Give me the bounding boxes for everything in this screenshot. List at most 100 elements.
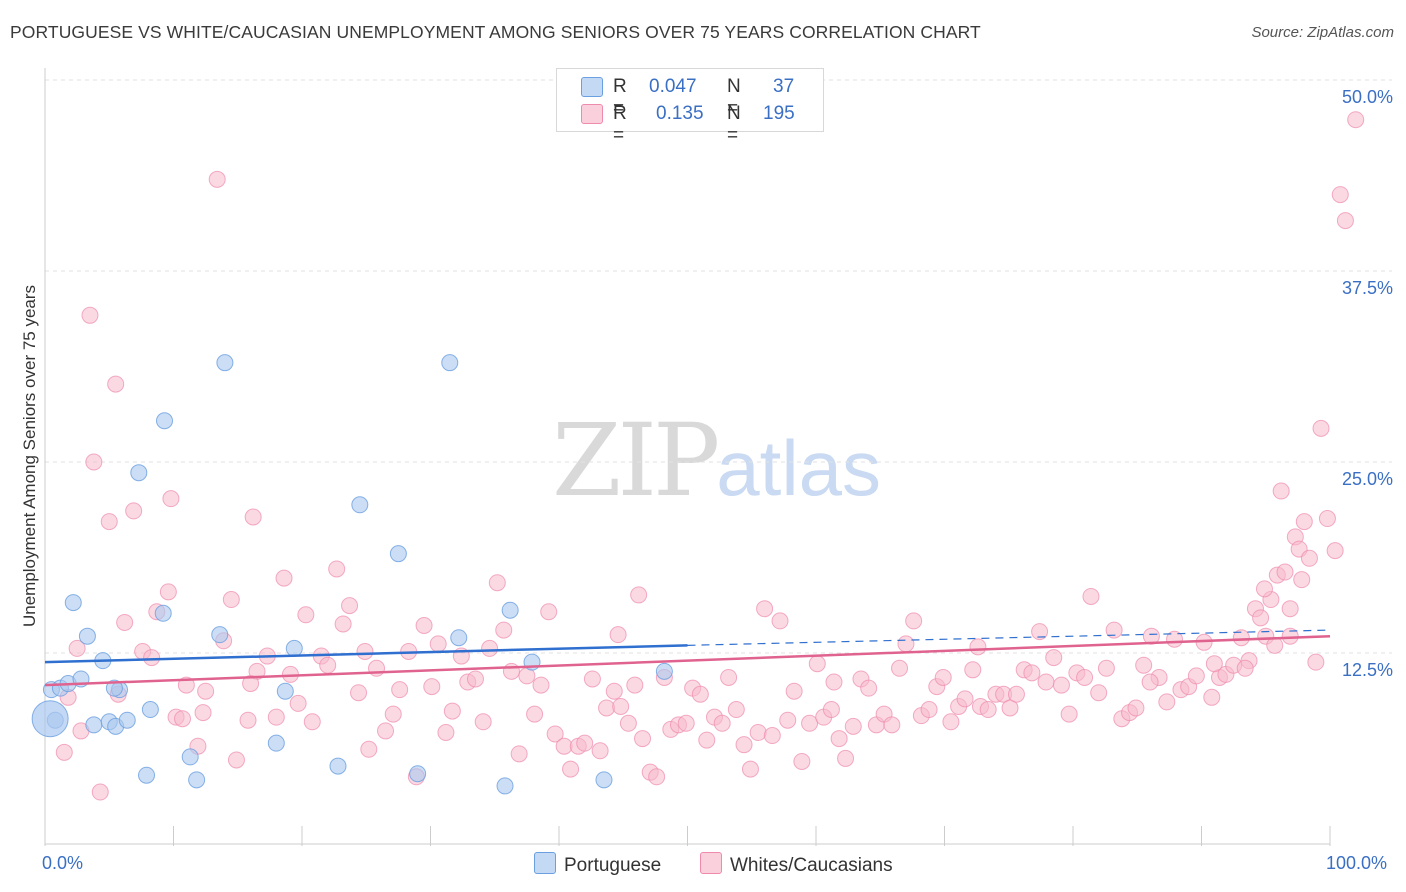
whites-point: [488, 574, 506, 592]
y-axis-label: Unemployment Among Seniors over 75 years: [20, 284, 39, 628]
y-tick-label: 25.0%: [1341, 469, 1393, 489]
whites-point: [583, 670, 601, 688]
legend-r-value: 0.135: [656, 103, 704, 124]
whites-point: [785, 682, 803, 700]
whites-point: [591, 742, 609, 760]
portuguese-point: [138, 766, 156, 784]
whites-point: [540, 603, 558, 621]
whites-point: [763, 727, 781, 745]
whites-point: [735, 736, 753, 754]
whites-point: [562, 760, 580, 778]
portuguese-point: [496, 777, 514, 795]
whites-point: [1090, 684, 1108, 702]
whites-point: [495, 621, 513, 639]
whites-point: [197, 682, 215, 700]
whites-point: [68, 639, 86, 657]
whites-point: [1293, 571, 1311, 589]
portuguese-point: [351, 496, 369, 514]
whites-point: [360, 740, 378, 758]
portuguese-point: [285, 639, 303, 657]
whites-point: [91, 783, 109, 801]
portuguese-point: [389, 545, 407, 563]
whites-point: [1037, 673, 1055, 691]
whites-point: [1252, 609, 1270, 627]
whites-point: [844, 717, 862, 735]
portuguese-trend-extension: [687, 629, 1331, 646]
whites-point: [808, 655, 826, 673]
watermark: ZIPatlas: [552, 402, 881, 519]
whites-point: [275, 569, 293, 587]
whites-point: [1045, 649, 1063, 667]
whites-point: [239, 711, 257, 729]
whites-point: [356, 642, 374, 660]
whites-point: [648, 768, 666, 786]
portuguese-point: [188, 771, 206, 789]
whites-point: [837, 749, 855, 767]
whites-point: [1097, 659, 1115, 677]
chart-title: PORTUGUESE VS WHITE/CAUCASIAN UNEMPLOYME…: [10, 22, 981, 42]
legend-r-value: 0.047: [649, 76, 697, 97]
whites-point: [143, 649, 161, 667]
whites-point: [423, 678, 441, 696]
whites-point: [576, 734, 594, 752]
whites-point: [227, 751, 245, 769]
whites-point: [626, 676, 644, 694]
whites-point: [429, 635, 447, 653]
legend-n-label: N =: [727, 103, 741, 146]
whites-point: [1266, 636, 1284, 654]
whites-point: [297, 606, 315, 624]
bottom-legend-label: Portuguese: [564, 855, 662, 876]
whites-point: [1187, 667, 1205, 685]
whites-point: [934, 668, 952, 686]
portuguese-point: [216, 354, 234, 372]
whites-point: [341, 597, 359, 615]
correlation-legend: R = 0.047 N = 37 R = 0.135 N = 195: [556, 68, 824, 146]
portuguese-point: [211, 626, 229, 644]
bottom-legend-portuguese: Portuguese: [534, 852, 661, 877]
whites-point: [1205, 655, 1223, 673]
whites-point: [510, 745, 528, 763]
whites-point: [466, 670, 484, 688]
whites-point: [891, 659, 909, 677]
bottom-legend-swatch-portuguese: [534, 852, 556, 874]
whites-point: [555, 737, 573, 755]
portuguese-point: [181, 748, 199, 766]
whites-point: [1158, 693, 1176, 711]
whites-point: [830, 730, 848, 748]
whites-point: [242, 675, 260, 693]
whites-point: [720, 668, 738, 686]
legend-swatch-whites: [581, 104, 603, 124]
whites-point: [244, 508, 262, 526]
whites-point: [771, 612, 789, 630]
whites-point: [756, 600, 774, 618]
whites-point: [1281, 600, 1299, 618]
whites-point: [384, 705, 402, 723]
bottom-legend-label: Whites/Caucasians: [730, 855, 893, 876]
whites-point: [159, 583, 177, 601]
whites-point: [741, 760, 759, 778]
legend-n-label: N =: [727, 76, 741, 119]
whites-point: [1082, 587, 1100, 605]
whites-point: [964, 661, 982, 679]
portuguese-point: [501, 601, 519, 619]
whites-point: [208, 170, 226, 188]
whites-point: [1312, 419, 1330, 437]
whites-point: [319, 656, 337, 674]
portuguese-point: [329, 757, 347, 775]
whites-point: [1300, 549, 1318, 567]
portuguese-point: [450, 629, 468, 647]
whites-point: [532, 676, 550, 694]
whites-point: [969, 638, 987, 656]
portuguese-point: [105, 679, 123, 697]
portuguese-point: [267, 734, 285, 752]
whites-point: [350, 684, 368, 702]
whites-point: [634, 730, 652, 748]
whites-point: [437, 723, 455, 741]
whites-point: [173, 710, 191, 728]
whites-point: [1007, 685, 1025, 703]
whites-point: [303, 713, 321, 731]
whites-point: [1318, 510, 1336, 528]
whites-point: [1255, 580, 1273, 598]
portuguese-point: [141, 701, 159, 719]
